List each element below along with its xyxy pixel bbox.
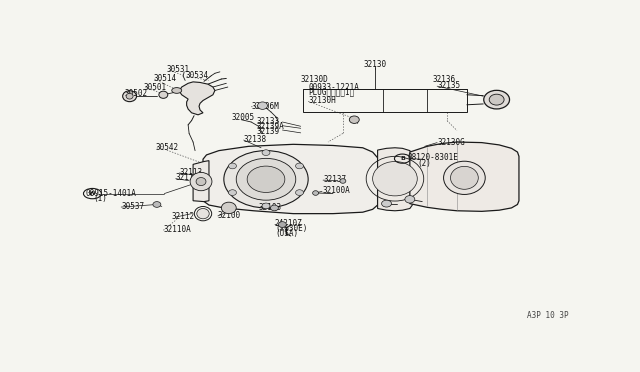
Text: 32130D: 32130D: [301, 74, 328, 83]
Text: A3P 10 3P: A3P 10 3P: [527, 311, 568, 320]
Ellipse shape: [257, 102, 268, 109]
Ellipse shape: [236, 158, 296, 200]
Text: 32138: 32138: [244, 135, 267, 144]
Ellipse shape: [489, 94, 504, 105]
Ellipse shape: [196, 177, 206, 186]
Ellipse shape: [372, 161, 417, 196]
Ellipse shape: [381, 200, 392, 207]
Text: 32130G: 32130G: [437, 138, 465, 147]
Ellipse shape: [247, 166, 285, 192]
Text: 32139: 32139: [256, 126, 279, 136]
Ellipse shape: [159, 91, 168, 98]
Text: 32110A: 32110A: [163, 225, 191, 234]
Text: 32110: 32110: [176, 173, 199, 182]
Text: (VG30E): (VG30E): [275, 224, 307, 233]
Polygon shape: [193, 161, 209, 202]
Ellipse shape: [228, 190, 236, 195]
Ellipse shape: [312, 191, 319, 195]
Text: 08120-8301E: 08120-8301E: [408, 153, 458, 162]
Ellipse shape: [197, 208, 209, 219]
Text: 32100: 32100: [218, 211, 241, 219]
Text: 30502: 30502: [125, 89, 148, 99]
Ellipse shape: [153, 202, 161, 207]
Text: (USA): (USA): [275, 229, 298, 238]
Text: 32006M: 32006M: [251, 102, 279, 111]
Ellipse shape: [296, 163, 303, 169]
Ellipse shape: [451, 166, 478, 189]
Text: 30501: 30501: [143, 83, 166, 92]
Polygon shape: [410, 142, 519, 211]
Polygon shape: [378, 148, 412, 211]
Ellipse shape: [349, 116, 359, 124]
Text: 24210Z: 24210Z: [275, 219, 303, 228]
Ellipse shape: [444, 161, 485, 195]
Text: 32137: 32137: [323, 175, 346, 184]
Text: 32005: 32005: [231, 113, 255, 122]
Text: 30542: 30542: [156, 143, 179, 152]
Text: 32113: 32113: [179, 168, 202, 177]
Text: 32130H: 32130H: [308, 96, 336, 105]
Ellipse shape: [484, 90, 509, 109]
Ellipse shape: [405, 196, 415, 203]
Text: PLUGプラグ「1」: PLUGプラグ「1」: [308, 87, 355, 96]
Ellipse shape: [296, 190, 303, 195]
Ellipse shape: [224, 151, 308, 208]
Ellipse shape: [123, 91, 136, 102]
Text: 32133: 32133: [256, 117, 279, 126]
Ellipse shape: [271, 205, 278, 211]
Text: 32103: 32103: [259, 203, 282, 212]
Text: 32135: 32135: [437, 81, 460, 90]
Ellipse shape: [228, 163, 236, 169]
Ellipse shape: [190, 172, 212, 191]
Text: 30534: 30534: [186, 71, 209, 80]
Text: 30531: 30531: [167, 65, 190, 74]
Text: 30537: 30537: [121, 202, 144, 211]
Ellipse shape: [262, 150, 270, 155]
Ellipse shape: [126, 93, 133, 99]
Ellipse shape: [278, 222, 286, 227]
Ellipse shape: [262, 203, 270, 209]
Text: 00933-1221A: 00933-1221A: [308, 83, 359, 92]
Text: 32112: 32112: [172, 212, 195, 221]
Text: (2): (2): [417, 159, 431, 168]
Text: 32130: 32130: [364, 60, 387, 68]
Text: 30514: 30514: [154, 74, 177, 83]
Circle shape: [172, 87, 182, 93]
Text: 32136: 32136: [432, 74, 455, 83]
Text: 08915-1401A: 08915-1401A: [86, 189, 137, 198]
Ellipse shape: [221, 202, 236, 214]
Text: (1): (1): [93, 194, 108, 203]
Ellipse shape: [340, 179, 346, 183]
Polygon shape: [179, 82, 215, 115]
Text: W: W: [89, 191, 96, 196]
Text: 32139A: 32139A: [256, 122, 284, 131]
Text: 32100A: 32100A: [322, 186, 350, 195]
Polygon shape: [203, 144, 378, 214]
Text: B: B: [400, 156, 405, 161]
